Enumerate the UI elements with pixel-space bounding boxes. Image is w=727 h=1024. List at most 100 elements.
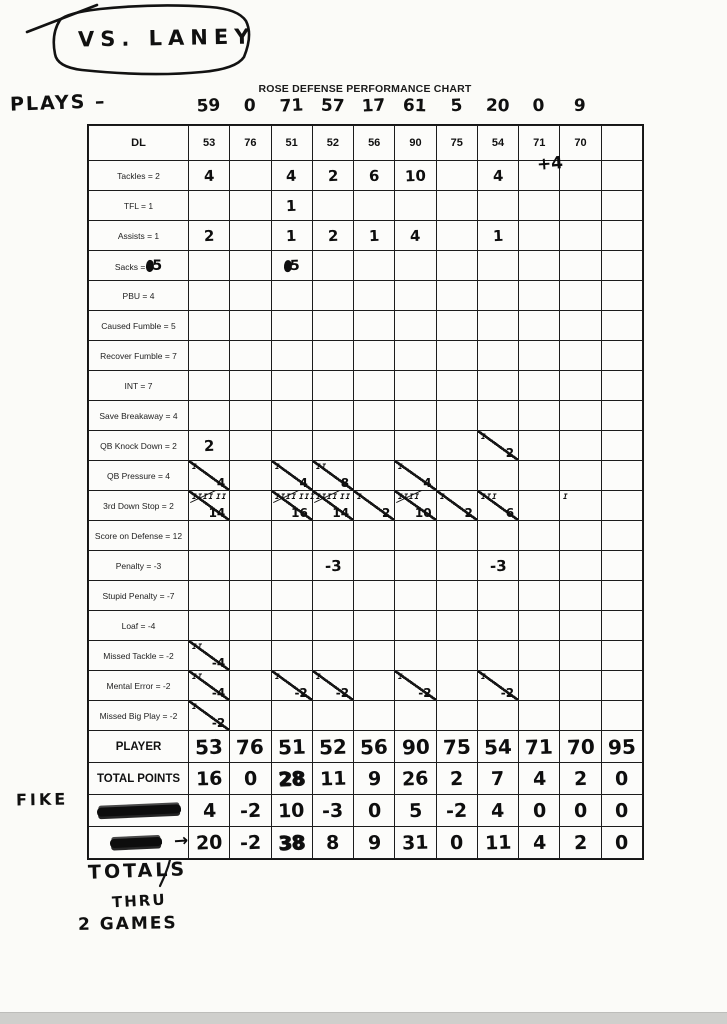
tally-slash-line [189,671,230,700]
stat-cell [270,700,313,731]
stat-cell [311,520,355,551]
tally-slash-line [354,491,395,520]
stat-cell [559,400,602,431]
handwritten-value: 75 [442,734,472,759]
stat-cell [476,580,520,611]
summary-cell: 2 [559,826,602,859]
stat-cell [559,520,602,551]
stat-cell [270,280,313,311]
stat-cell: I -2 [394,670,437,701]
stat-cell [270,550,313,581]
stat-cell [518,640,561,671]
stat-cell [311,430,355,461]
handwritten-value: 2 [573,767,588,790]
stat-cell [394,640,437,671]
stat-cell [270,580,313,611]
handwritten-value: -2 [445,799,468,822]
stat-cell [229,640,272,671]
handwritten-value: 11 [319,767,347,790]
tally-score: -2 [500,686,515,700]
tally-score: -4 [211,656,226,670]
summary-cell: 76 [229,730,272,763]
summary-cell: 0 [229,762,272,795]
stat-cell [311,400,355,431]
opponent-note: VS. LANEY [77,24,256,52]
plays-count-row: 59 0 71 57 17 61 5 20 0 9 [188,93,642,123]
stat-cell [476,310,520,341]
stat-cell [600,280,643,311]
stat-cell [559,430,602,461]
summary-cell: 75 [435,730,478,763]
handwritten-value: 1 [492,226,504,245]
player-column-header [600,125,643,161]
stat-cell [600,160,643,191]
tally-score: 4 [216,476,226,490]
stat-cell [394,370,437,401]
scribbled-row-label: → [88,826,189,859]
handwritten-value: 4 [532,831,547,854]
stat-cell: 4 [394,220,437,251]
summary-cell: 11 [476,826,520,859]
hand-drawn-arrow: → [173,830,189,852]
unit-column-header: DL [88,125,189,161]
stat-cell [518,280,561,311]
stat-cell: 6 [353,160,396,191]
tally-marks: II [191,672,204,681]
tally-score: 2 [464,506,473,520]
stat-cell [435,250,478,281]
chart-title: ROSE DEFENSE PERFORMANCE CHART [258,83,472,95]
stat-cell [518,400,561,431]
summary-cell: 28 [270,762,313,795]
stat-row-label: Mental Error = -2 [88,670,189,701]
stat-cell [187,520,231,551]
plays-count: 0 [243,95,257,117]
handwritten-value: 71 [524,734,554,759]
stat-cell [394,400,437,431]
stat-cell [311,640,355,671]
tally-score: -2 [294,686,308,700]
player-column-header: 56 [353,125,396,161]
plays-count [600,92,643,124]
stat-cell [394,610,437,641]
stat-row-label: Loaf = -4 [88,610,189,641]
stat-cell [353,640,396,671]
stat-cell [476,700,520,731]
stat-cell [353,580,396,611]
stat-cell [353,700,396,731]
stat-cell [435,520,478,551]
tally-slash-line [477,671,519,700]
stat-cell: II 8 [311,460,355,491]
stat-cell [229,430,272,461]
summary-cell: 0 [559,794,602,827]
handwritten-label-note: 5 [146,258,162,274]
stat-cell [559,670,602,701]
stat-cell [394,580,437,611]
stat-cell [270,520,313,551]
tally-score: 2 [505,446,515,460]
player-name-note: FIKE [15,789,69,810]
stat-row-label: Sacks = 5 [88,250,189,281]
stat-cell [435,580,478,611]
stat-cell [518,430,561,461]
summary-cell: -2 [435,794,478,827]
stat-cell [435,340,478,371]
stat-cell: III 6 [476,490,520,521]
stat-cell [518,550,561,581]
summary-cell: 5 [394,794,437,827]
plays-count: 71 [278,95,304,117]
stat-cell [600,700,643,731]
stat-cell [518,670,561,701]
handwritten-value: -3 [489,556,507,575]
summary-cell: 0 [600,762,643,795]
stat-cell [559,160,602,191]
tally-slash-line [395,461,436,490]
stat-cell [518,520,561,551]
stat-cell [518,190,561,221]
summary-cell: 9 [353,762,396,795]
stat-cell [518,370,561,401]
summary-cell: 0 [600,794,643,827]
summary-cell: 0 [353,794,396,827]
summary-cell: 2 [435,762,478,795]
stat-cell [559,340,602,371]
